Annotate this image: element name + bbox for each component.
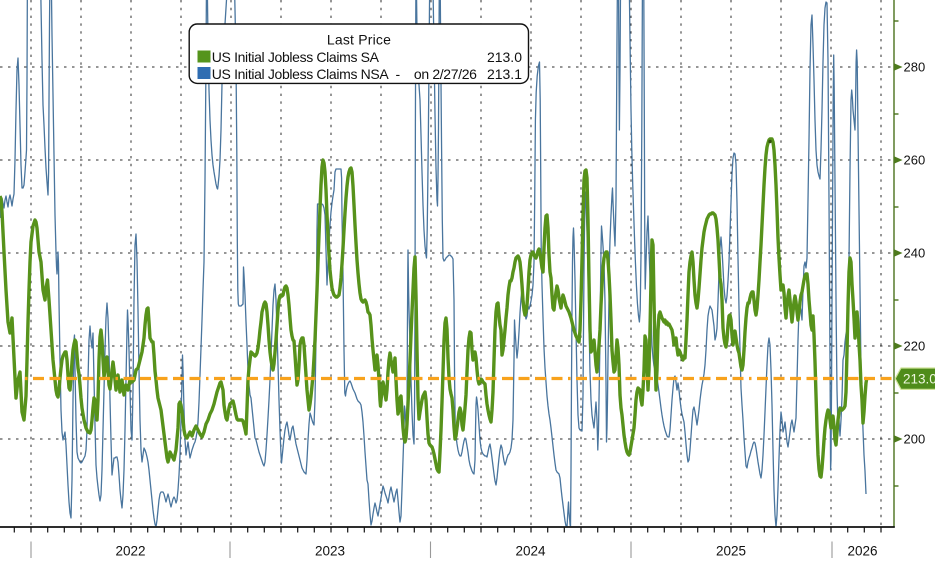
svg-text:2026: 2026	[847, 544, 877, 559]
svg-text:2022: 2022	[115, 544, 145, 559]
svg-text:2024: 2024	[515, 544, 546, 559]
svg-text:US Initial Jobless Claims NSA: US Initial Jobless Claims NSA - on 2/27/…	[212, 66, 477, 82]
svg-text:240: 240	[904, 246, 926, 261]
svg-text:280: 280	[904, 60, 926, 75]
svg-text:213.1: 213.1	[487, 66, 522, 82]
svg-text:2023: 2023	[315, 544, 345, 559]
svg-text:2025: 2025	[716, 544, 746, 559]
svg-text:220: 220	[904, 339, 926, 354]
svg-text:260: 260	[904, 153, 926, 168]
svg-text:Last Price: Last Price	[327, 32, 391, 48]
svg-text:US Initial Jobless Claims SA: US Initial Jobless Claims SA	[212, 49, 380, 65]
svg-text:213.0: 213.0	[903, 372, 935, 387]
svg-text:200: 200	[904, 432, 926, 447]
svg-text:213.0: 213.0	[487, 49, 522, 65]
